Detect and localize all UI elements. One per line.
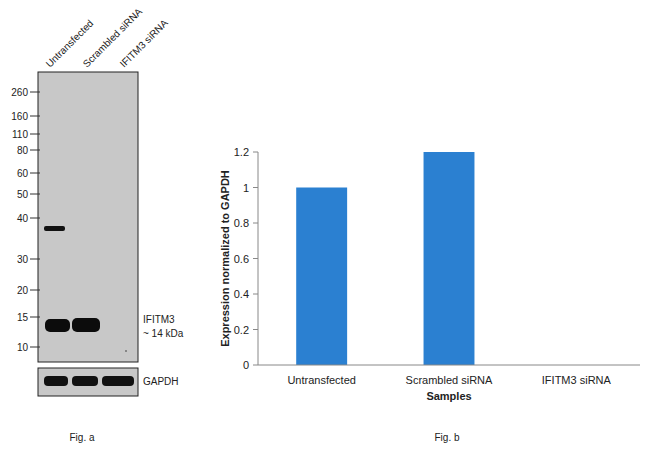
blot-band — [72, 318, 100, 332]
marker-label: 110 — [12, 129, 28, 140]
marker-tick — [30, 218, 40, 219]
blot-membrane — [38, 72, 138, 362]
y-tick-label: 0.6 — [234, 253, 249, 265]
bar — [296, 188, 347, 366]
marker-label: 160 — [11, 111, 28, 122]
blot-band — [45, 319, 70, 332]
loading-membrane — [38, 368, 138, 396]
marker-label: 10 — [17, 342, 29, 353]
x-tick-label: IFITM3 siRNA — [542, 374, 612, 386]
marker-label: 30 — [17, 254, 29, 265]
marker-tick — [30, 92, 40, 93]
marker-tick — [30, 150, 40, 151]
marker-tick — [30, 290, 40, 291]
x-tick-label: Untransfected — [287, 374, 355, 386]
band-label: IFITM3 — [143, 314, 175, 325]
loading-label: GAPDH — [143, 376, 179, 387]
y-axis — [258, 152, 259, 365]
band-label: ~ 14 kDa — [143, 328, 184, 339]
x-axis — [258, 365, 640, 366]
marker-tick — [30, 173, 40, 174]
marker-label: 80 — [17, 145, 29, 156]
y-tick — [253, 294, 258, 295]
marker-label: 20 — [17, 285, 29, 296]
marker-label: 40 — [17, 213, 29, 224]
gapdh-band — [72, 376, 98, 386]
marker-tick — [30, 347, 40, 348]
marker-tick — [30, 317, 40, 318]
marker-label: 60 — [17, 168, 29, 179]
y-tick-label: 0 — [243, 359, 249, 371]
figure: 2601601108060504030201510UntransfectedSc… — [0, 0, 650, 451]
y-tick-label: 0.4 — [234, 288, 249, 300]
gapdh-band — [102, 376, 134, 386]
marker-tick — [30, 194, 40, 195]
y-tick-label: 1 — [243, 182, 249, 194]
y-axis-label: Expression normalized to GAPDH — [219, 170, 231, 347]
gapdh-band — [44, 376, 68, 386]
y-tick-label: 0.8 — [234, 217, 249, 229]
caption: Fig. b — [434, 432, 459, 443]
x-axis-label: Samples — [426, 390, 471, 402]
y-tick — [253, 223, 258, 224]
marker-label: 15 — [17, 312, 29, 323]
lane-label: IFITM3 siRNA — [118, 17, 170, 69]
x-tick-label: Scrambled siRNA — [406, 374, 493, 386]
y-tick — [253, 258, 258, 259]
marker-label: 50 — [17, 189, 29, 200]
marker-tick — [30, 259, 40, 260]
blot-speck — [125, 350, 127, 352]
blot-band — [44, 226, 65, 231]
y-tick — [253, 329, 258, 330]
marker-tick — [30, 116, 40, 117]
y-tick — [253, 365, 258, 366]
y-tick-label: 0.2 — [234, 324, 249, 336]
y-tick — [253, 152, 258, 153]
bars — [296, 152, 474, 365]
caption: Fig. a — [69, 432, 94, 443]
marker-tick — [30, 134, 40, 135]
bar — [424, 152, 475, 365]
y-tick — [253, 187, 258, 188]
y-tick-label: 1.2 — [234, 146, 249, 158]
marker-label: 260 — [11, 87, 28, 98]
